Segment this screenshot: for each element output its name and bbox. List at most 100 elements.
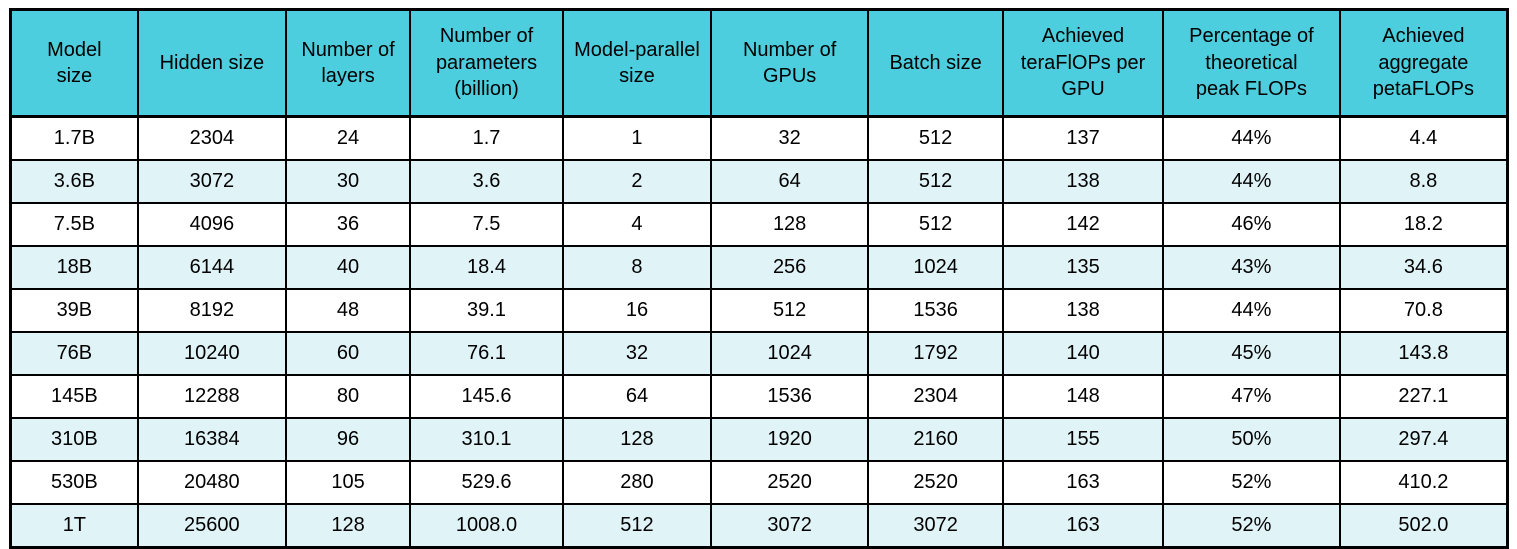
cell-number-of-parameters-billion: 1008.0 [409, 503, 564, 549]
cell-number-of-gpus: 1920 [710, 417, 870, 462]
cell-number-of-gpus: 256 [710, 245, 870, 290]
cell-batch-size: 3072 [867, 503, 1004, 549]
cell-batch-size: 512 [867, 202, 1004, 247]
cell-percentage-of-theoretical-peak-flops: 44% [1162, 115, 1341, 161]
cell-number-of-gpus: 2520 [710, 460, 870, 505]
cell-batch-size: 1536 [867, 288, 1004, 333]
table-row: 39B 8192 48 39.1 16 512 1536 138 44% 70.8 [9, 288, 1509, 333]
cell-achieved-teraflops-per-gpu: 140 [1001, 331, 1165, 376]
cell-hidden-size: 8192 [136, 288, 287, 333]
cell-model-parallel-size: 64 [561, 374, 713, 419]
cell-model-size: 1T [9, 503, 139, 549]
cell-number-of-parameters-billion: 1.7 [409, 115, 564, 161]
cell-number-of-gpus: 1024 [710, 331, 870, 376]
column-header-achieved-aggregate-petaflops: Achieved aggregate petaFLOPs [1338, 8, 1509, 118]
cell-achieved-aggregate-petaflops: 18.2 [1338, 202, 1509, 247]
cell-number-of-parameters-billion: 145.6 [409, 374, 564, 419]
cell-number-of-layers: 36 [284, 202, 412, 247]
cell-achieved-teraflops-per-gpu: 135 [1001, 245, 1165, 290]
cell-percentage-of-theoretical-peak-flops: 52% [1162, 503, 1341, 549]
cell-number-of-layers: 40 [284, 245, 412, 290]
cell-hidden-size: 3072 [136, 159, 287, 204]
cell-number-of-gpus: 64 [710, 159, 870, 204]
column-header-achieved-teraflops-per-gpu: Achieved teraFlOPs per GPU [1001, 8, 1165, 118]
cell-batch-size: 2160 [867, 417, 1004, 462]
cell-hidden-size: 4096 [136, 202, 287, 247]
cell-number-of-layers: 30 [284, 159, 412, 204]
cell-achieved-aggregate-petaflops: 143.8 [1338, 331, 1509, 376]
cell-hidden-size: 6144 [136, 245, 287, 290]
cell-percentage-of-theoretical-peak-flops: 44% [1162, 288, 1341, 333]
cell-number-of-gpus: 3072 [710, 503, 870, 549]
cell-batch-size: 1792 [867, 331, 1004, 376]
cell-achieved-aggregate-petaflops: 502.0 [1338, 503, 1509, 549]
cell-percentage-of-theoretical-peak-flops: 44% [1162, 159, 1341, 204]
header-row: Model size Hidden size Number of layers Num… [9, 8, 1509, 118]
cell-number-of-layers: 24 [284, 115, 412, 161]
column-header-model-size: Model size [9, 8, 139, 118]
cell-number-of-layers: 48 [284, 288, 412, 333]
cell-achieved-aggregate-petaflops: 410.2 [1338, 460, 1509, 505]
cell-achieved-teraflops-per-gpu: 148 [1001, 374, 1165, 419]
cell-number-of-layers: 80 [284, 374, 412, 419]
cell-achieved-teraflops-per-gpu: 163 [1001, 503, 1165, 549]
cell-achieved-aggregate-petaflops: 34.6 [1338, 245, 1509, 290]
cell-achieved-teraflops-per-gpu: 163 [1001, 460, 1165, 505]
cell-model-size: 39B [9, 288, 139, 333]
cell-model-size: 7.5B [9, 202, 139, 247]
cell-hidden-size: 20480 [136, 460, 287, 505]
cell-model-parallel-size: 32 [561, 331, 713, 376]
cell-batch-size: 2304 [867, 374, 1004, 419]
cell-number-of-parameters-billion: 76.1 [409, 331, 564, 376]
cell-percentage-of-theoretical-peak-flops: 43% [1162, 245, 1341, 290]
column-header-batch-size: Batch size [867, 8, 1004, 118]
table-row: 1T 25600 128 1008.0 512 3072 3072 163 52% 502.0 [9, 503, 1509, 549]
cell-model-size: 1.7B [9, 115, 139, 161]
cell-model-size: 530B [9, 460, 139, 505]
cell-number-of-layers: 128 [284, 503, 412, 549]
column-header-number-of-layers: Number of layers [284, 8, 412, 118]
model-scaling-performance-table: Model size Hidden size Number of layers Num… [9, 8, 1509, 549]
cell-batch-size: 512 [867, 159, 1004, 204]
cell-number-of-layers: 96 [284, 417, 412, 462]
cell-model-size: 18B [9, 245, 139, 290]
column-header-number-of-parameters-billion: Number of parameters (billion) [409, 8, 564, 118]
cell-model-parallel-size: 128 [561, 417, 713, 462]
table-row: 18B 6144 40 18.4 8 256 1024 135 43% 34.6 [9, 245, 1509, 290]
table-body: 1.7B 2304 24 1.7 1 32 512 137 44% 4.4 3.6B 3072 30 3.… [9, 115, 1509, 549]
table-row: 145B 12288 80 145.6 64 1536 2304 148 47% 227.1 [9, 374, 1509, 419]
cell-percentage-of-theoretical-peak-flops: 47% [1162, 374, 1341, 419]
cell-batch-size: 1024 [867, 245, 1004, 290]
cell-achieved-aggregate-petaflops: 297.4 [1338, 417, 1509, 462]
cell-hidden-size: 12288 [136, 374, 287, 419]
column-header-model-parallel-size: Model-parallel size [561, 8, 713, 118]
cell-number-of-layers: 105 [284, 460, 412, 505]
cell-model-size: 3.6B [9, 159, 139, 204]
column-header-number-of-gpus: Number of GPUs [710, 8, 870, 118]
cell-model-parallel-size: 4 [561, 202, 713, 247]
cell-achieved-teraflops-per-gpu: 137 [1001, 115, 1165, 161]
cell-model-parallel-size: 512 [561, 503, 713, 549]
table-row: 3.6B 3072 30 3.6 2 64 512 138 44% 8.8 [9, 159, 1509, 204]
column-header-hidden-size: Hidden size [136, 8, 287, 118]
cell-model-size: 76B [9, 331, 139, 376]
column-header-percentage-of-theoretical-peak-flops: Percentage of theoretical peak FLOPs [1162, 8, 1341, 118]
table-row: 310B 16384 96 310.1 128 1920 2160 155 50% 297.4 [9, 417, 1509, 462]
cell-model-parallel-size: 16 [561, 288, 713, 333]
cell-achieved-aggregate-petaflops: 70.8 [1338, 288, 1509, 333]
cell-achieved-teraflops-per-gpu: 138 [1001, 288, 1165, 333]
table-row: 7.5B 4096 36 7.5 4 128 512 142 46% 18.2 [9, 202, 1509, 247]
table-row: 1.7B 2304 24 1.7 1 32 512 137 44% 4.4 [9, 115, 1509, 161]
cell-hidden-size: 2304 [136, 115, 287, 161]
cell-number-of-gpus: 128 [710, 202, 870, 247]
cell-model-parallel-size: 280 [561, 460, 713, 505]
cell-number-of-parameters-billion: 7.5 [409, 202, 564, 247]
cell-hidden-size: 16384 [136, 417, 287, 462]
cell-achieved-aggregate-petaflops: 8.8 [1338, 159, 1509, 204]
cell-achieved-aggregate-petaflops: 4.4 [1338, 115, 1509, 161]
cell-hidden-size: 25600 [136, 503, 287, 549]
cell-model-parallel-size: 8 [561, 245, 713, 290]
cell-number-of-parameters-billion: 310.1 [409, 417, 564, 462]
cell-achieved-teraflops-per-gpu: 155 [1001, 417, 1165, 462]
cell-number-of-parameters-billion: 529.6 [409, 460, 564, 505]
